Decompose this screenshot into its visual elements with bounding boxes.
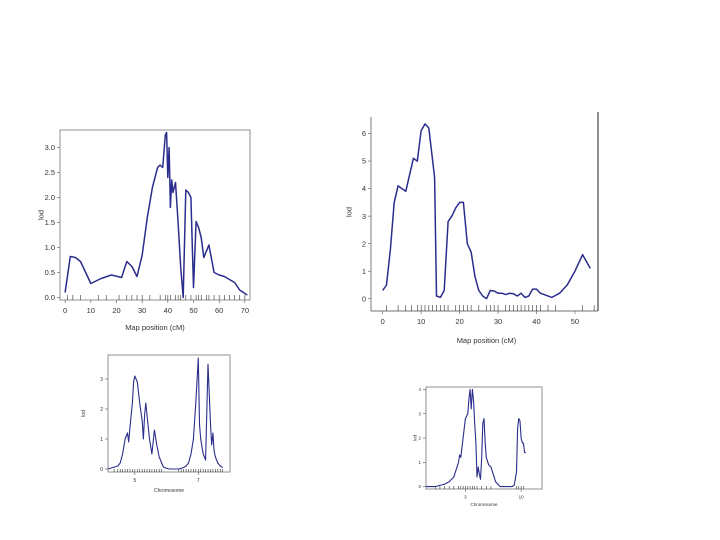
- x-tick-label: 20: [112, 306, 120, 315]
- plot-frame: [107, 354, 231, 473]
- x-tick-label: 0: [63, 306, 67, 315]
- y-tick-label: 3: [100, 377, 103, 383]
- y-tick-label: 2: [418, 436, 421, 441]
- y-tick-label: 2: [100, 407, 103, 413]
- x-tick-label: 0: [381, 317, 385, 326]
- chart-top-left: 0.0 0.5 1.0 1.5 2.0 2.5 3.0 0 10 20 30 40 50 60 70 Map …: [37, 129, 251, 332]
- x-tick-label: 7: [197, 478, 200, 484]
- x-tick-label: 50: [571, 317, 579, 326]
- y-tick-label: 0: [418, 484, 421, 489]
- y-tick-label: 2: [362, 239, 366, 248]
- x-axis-label: Chromosome: [154, 488, 184, 494]
- y-tick-label: 4: [362, 184, 366, 193]
- x-tick-label: 30: [494, 317, 502, 326]
- chart-top-right: 0 1 2 3 4 5 6 0 10 20 30 40 50 Map position (cM) lod: [345, 112, 599, 345]
- x-tick-label: 40: [164, 306, 172, 315]
- y-axis-label: lod: [81, 410, 87, 417]
- x-tick-label: 5: [133, 478, 136, 484]
- lod-curve: [426, 388, 526, 488]
- y-tick-label: 2.0: [45, 193, 55, 202]
- y-tick-label: 1: [418, 460, 421, 465]
- y-tick-label: 2.5: [45, 168, 55, 177]
- x-axis-label: Map position (cM): [457, 336, 517, 345]
- y-tick-label: 1: [362, 267, 366, 276]
- y-tick-label: 0.5: [45, 268, 55, 277]
- y-tick-label: 1.5: [45, 218, 55, 227]
- x-tick-label: 10: [519, 494, 525, 499]
- plot-frame: [59, 129, 251, 301]
- y-axis-label: lod: [413, 435, 418, 442]
- x-tick-label: 50: [189, 306, 197, 315]
- chart-bottom-left: 0 1 2 3 5 7 Chromosome lod: [81, 354, 231, 494]
- y-tick-label: 1: [100, 437, 103, 443]
- y-tick-label: 6: [362, 129, 366, 138]
- x-tick-label: 30: [138, 306, 146, 315]
- plot-frame: [425, 386, 543, 490]
- y-tick-label: 1.0: [45, 243, 55, 252]
- x-tick-label: 70: [241, 306, 249, 315]
- lod-curve: [64, 131, 248, 299]
- x-tick-label: 40: [532, 317, 540, 326]
- y-tick-label: 0: [362, 294, 366, 303]
- x-tick-label: 10: [87, 306, 95, 315]
- y-axis-label: lod: [37, 210, 46, 220]
- lod-curve: [382, 123, 591, 300]
- y-tick-label: 0.0: [45, 293, 55, 302]
- lod-curve: [107, 357, 223, 470]
- x-tick-label: 3: [464, 494, 467, 499]
- x-axis-label: Map position (cM): [125, 323, 185, 332]
- x-tick-label: 20: [455, 317, 463, 326]
- y-axis-label: lod: [345, 207, 354, 217]
- y-tick-label: 3: [418, 411, 421, 416]
- y-tick-label: 4: [418, 387, 421, 392]
- x-tick-label: 10: [417, 317, 425, 326]
- x-tick-label: 60: [215, 306, 223, 315]
- y-tick-label: 5: [362, 157, 366, 166]
- y-tick-label: 3: [362, 212, 366, 221]
- y-tick-label: 0: [100, 467, 103, 473]
- x-axis-label: Chromosome: [470, 502, 498, 507]
- chart-bottom-right: 0 1 2 3 4 3 10 Chromosome lod: [413, 386, 543, 507]
- y-tick-label: 3.0: [45, 143, 55, 152]
